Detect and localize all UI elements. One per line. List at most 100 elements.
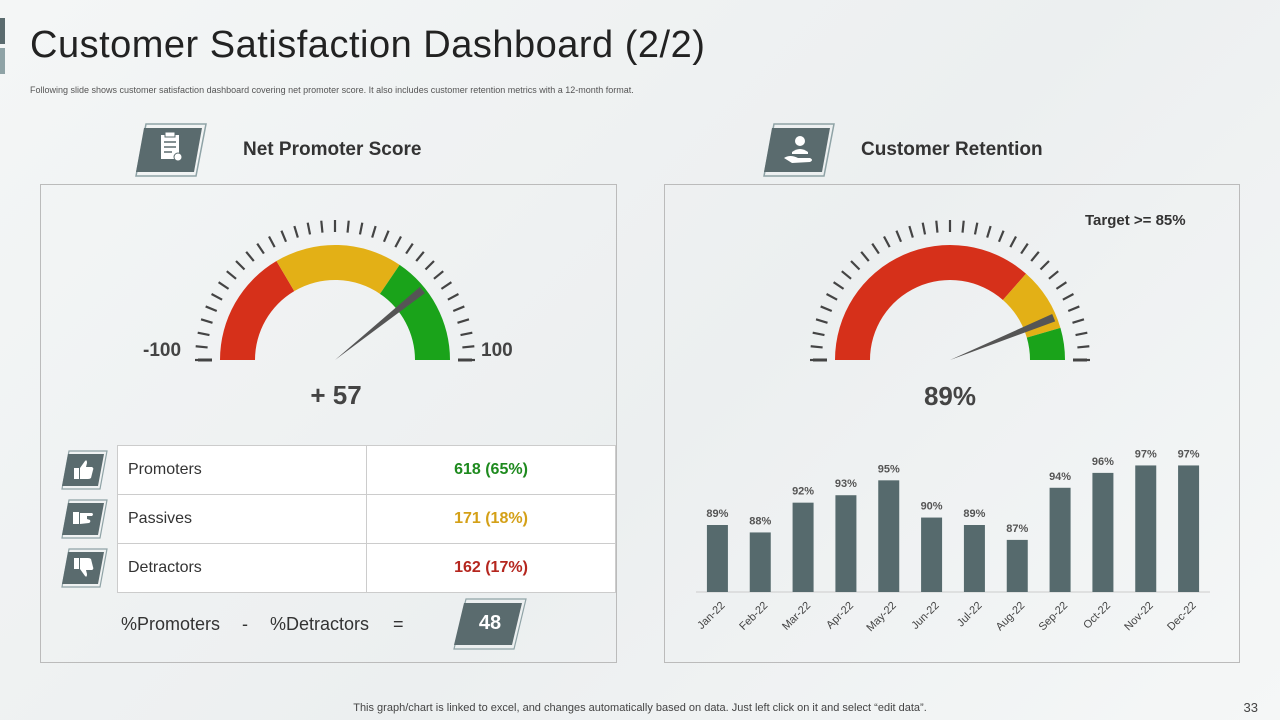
- bar-Aug-22: [1006, 539, 1028, 592]
- x-tick-label: Apr-22: [824, 600, 856, 632]
- retention-gauge-tick: [973, 222, 979, 235]
- nps-gauge-tick: [452, 305, 465, 313]
- bar-Sep-22: [1049, 487, 1071, 592]
- nps-gauge-tick: [200, 318, 213, 324]
- x-tick-label: Jul-22: [955, 600, 985, 630]
- nps-gauge-tick: [268, 236, 276, 248]
- retention-gauge-tick: [935, 220, 939, 233]
- accent-bar-top: [0, 18, 5, 44]
- nps-gauge-tick: [382, 230, 390, 243]
- formula-detractors: %Detractors: [270, 614, 370, 634]
- nps-gauge-tick: [280, 230, 288, 243]
- x-tick-label: Feb-22: [737, 600, 770, 633]
- formula-equals: =: [393, 614, 404, 634]
- bar-Jun-22: [921, 517, 943, 592]
- retention-gauge-tick: [820, 305, 833, 313]
- formula-promoters: %Promoters: [121, 614, 221, 634]
- slide-footer: This graph/chart is linked to excel, and…: [353, 702, 927, 714]
- nps-panel: [40, 184, 617, 663]
- nps-gauge-tick: [433, 270, 444, 280]
- retention-gauge-segment-0: [835, 244, 1027, 360]
- nps-gauge-segment-2: [379, 264, 450, 360]
- retention-gauge-tick: [1062, 293, 1074, 301]
- nps-gauge-tick: [462, 345, 475, 349]
- formula-minus: -: [242, 614, 248, 634]
- retention-gauge-tick: [850, 260, 861, 271]
- thumbs-down-icon: [61, 548, 108, 588]
- nps-gauge-needle: [335, 286, 425, 360]
- bar-Apr-22: [835, 495, 857, 592]
- detractors-label: Detractors: [117, 543, 367, 593]
- promoters-label: Promoters: [117, 445, 367, 495]
- passives-label: Passives: [117, 494, 367, 544]
- x-tick-label: May-22: [864, 600, 898, 634]
- data-label: 89%: [963, 508, 985, 520]
- accent-bar-bottom: [0, 48, 5, 74]
- table-row: Promoters 618 (65%): [117, 445, 616, 495]
- x-tick-label: Sep-22: [1037, 600, 1071, 634]
- data-label: 89%: [706, 508, 728, 520]
- retention-gauge-value: 89%: [923, 381, 977, 411]
- retention-gauge-tick: [1020, 242, 1029, 255]
- data-label: 93%: [835, 478, 857, 490]
- table-row: Passives 171 (18%): [117, 494, 616, 544]
- bar-Jul-22: [963, 525, 985, 592]
- retention-gauge-tick: [810, 345, 823, 349]
- nps-gauge-tick: [460, 331, 473, 337]
- retention-gauge-tick: [1067, 305, 1080, 313]
- data-label: 88%: [749, 515, 771, 527]
- nps-gauge-max-label: 100: [481, 340, 513, 361]
- retention-gauge-tick: [908, 225, 914, 238]
- retention-gauge-tick: [921, 222, 927, 235]
- slide-title: Customer Satisfaction Dashboard (2/2): [30, 24, 706, 66]
- retention-gauge-tick: [997, 230, 1005, 243]
- nps-gauge-tick: [293, 225, 299, 238]
- retention-gauge-tick: [1039, 260, 1050, 271]
- retention-gauge-tick: [871, 242, 880, 255]
- nps-gauge-tick: [346, 220, 350, 233]
- nps-gauge-tick: [447, 293, 459, 301]
- nps-gauge-tick: [205, 305, 218, 313]
- nps-gauge-tick: [440, 281, 453, 290]
- data-label: 87%: [1006, 523, 1028, 535]
- retention-gauge-tick: [895, 230, 903, 243]
- page-number: 33: [1243, 700, 1258, 715]
- x-tick-label: Oct-22: [1081, 600, 1113, 632]
- data-label: 90%: [921, 501, 943, 513]
- slide-subtitle: Following slide shows customer satisfact…: [30, 85, 634, 95]
- hand-sideways-icon: [61, 499, 108, 539]
- retention-target-label: Target >= 85%: [1085, 212, 1186, 229]
- nps-gauge-segment-1: [276, 245, 400, 294]
- promoters-value: 618 (65%): [366, 445, 616, 495]
- data-label: 95%: [878, 463, 900, 475]
- data-label: 96%: [1092, 456, 1114, 468]
- data-label: 97%: [1135, 448, 1157, 460]
- retention-gauge-tick: [1075, 331, 1088, 337]
- clipboard-icon: [135, 123, 207, 177]
- nps-gauge-value: + 57: [310, 380, 362, 410]
- retention-gauge-segment-2: [1026, 327, 1065, 360]
- nps-gauge-min-label: -100: [143, 340, 182, 361]
- nps-gauge-tick: [226, 270, 237, 280]
- nps-gauge-tick: [424, 260, 435, 271]
- x-tick-label: Jan-22: [695, 600, 727, 632]
- nps-gauge-tick: [195, 345, 208, 349]
- nps-gauge-tick: [371, 225, 377, 238]
- nps-gauge-tick: [245, 251, 255, 262]
- table-row: Detractors 162 (17%): [117, 543, 616, 593]
- retention-gauge-tick: [826, 293, 838, 301]
- retention-gauge-tick: [860, 251, 870, 262]
- nps-gauge-tick: [217, 281, 230, 290]
- retention-gauge-needle: [950, 313, 1056, 360]
- nps-gauge-tick: [235, 260, 246, 271]
- bar-Oct-22: [1092, 472, 1114, 592]
- retention-gauge-tick: [1030, 251, 1040, 262]
- nps-table: Promoters 618 (65%) Passives 171 (18%) D…: [117, 445, 616, 593]
- bar-Feb-22: [749, 532, 771, 592]
- x-tick-label: Nov-22: [1122, 600, 1156, 634]
- data-label: 92%: [792, 486, 814, 498]
- nps-result-badge: [453, 598, 527, 650]
- bar-May-22: [878, 480, 900, 592]
- retention-section-title: Customer Retention: [861, 139, 1043, 160]
- retention-gauge-tick: [841, 270, 852, 280]
